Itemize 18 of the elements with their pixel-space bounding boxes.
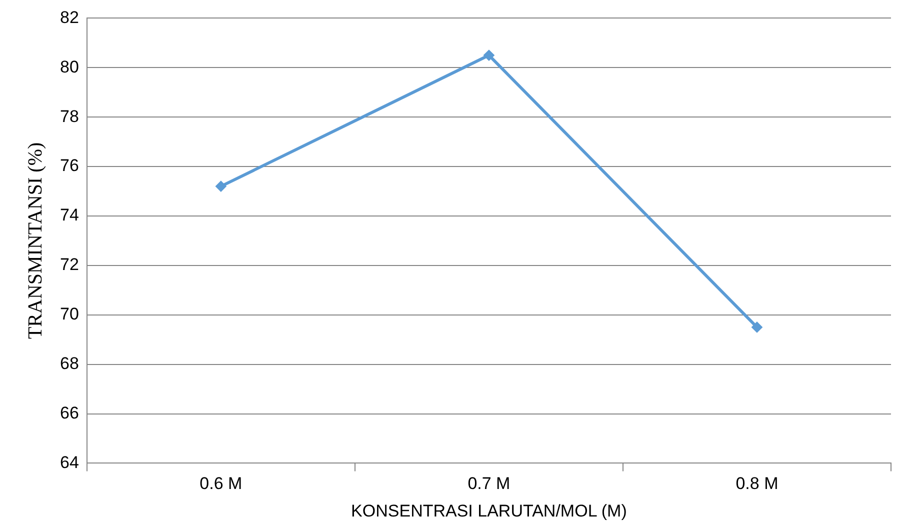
x-tick-label: 0.8 M: [736, 474, 778, 494]
point: [751, 322, 762, 333]
y-tick-label: 78: [60, 106, 79, 126]
y-tick-label: 70: [60, 304, 79, 324]
point: [215, 180, 226, 192]
y-axis-title: TRANSMINTANSI (%): [24, 142, 46, 340]
x-tick-label: 0.7 M: [468, 474, 510, 494]
y-tick-label: 68: [60, 354, 79, 373]
x-axis-title: KONSENTRASI LARUTAN/MOL (M): [351, 501, 627, 520]
y-tick-label: 74: [60, 206, 79, 225]
y-tick-label: 82: [60, 8, 79, 27]
y-tick-label: 72: [60, 255, 79, 274]
y-tick-label: 80: [60, 57, 79, 76]
y-tick-label: 76: [60, 156, 79, 176]
x-tick-label: 0.6 M: [200, 474, 242, 494]
y-tick-label: 64: [60, 452, 79, 472]
point: [483, 50, 494, 61]
y-tick-label: 66: [60, 403, 79, 422]
